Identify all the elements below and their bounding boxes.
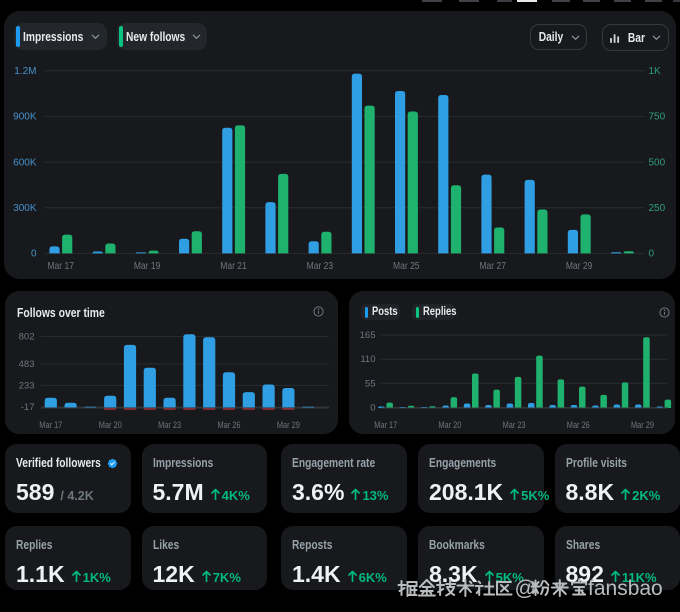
- svg-text:1K: 1K: [649, 66, 662, 77]
- svg-text:500: 500: [649, 157, 666, 168]
- svg-text:Mar 19: Mar 19: [134, 261, 161, 272]
- svg-text:Mar 20: Mar 20: [99, 420, 122, 431]
- svg-text:Mar 23: Mar 23: [503, 420, 526, 431]
- svg-text:Mar 20: Mar 20: [438, 420, 461, 431]
- svg-text:233: 233: [19, 380, 35, 391]
- svg-text:900K: 900K: [13, 112, 37, 123]
- svg-text:0: 0: [649, 249, 655, 260]
- svg-text:250: 250: [649, 203, 666, 214]
- svg-text:55: 55: [365, 378, 376, 389]
- svg-text:Mar 26: Mar 26: [567, 420, 590, 431]
- svg-text:Mar 26: Mar 26: [218, 420, 241, 431]
- svg-text:Mar 17: Mar 17: [374, 420, 397, 431]
- svg-text:110: 110: [360, 354, 375, 365]
- svg-text:-17: -17: [21, 402, 35, 413]
- svg-text:Mar 17: Mar 17: [47, 261, 74, 272]
- svg-text:1.2M: 1.2M: [14, 66, 36, 77]
- svg-text:300K: 300K: [13, 203, 37, 214]
- svg-text:Mar 29: Mar 29: [566, 261, 593, 272]
- svg-text:0: 0: [31, 249, 37, 260]
- svg-text:Mar 17: Mar 17: [39, 420, 62, 431]
- svg-text:Mar 29: Mar 29: [631, 420, 654, 431]
- svg-text:@: @: [515, 577, 536, 600]
- svg-text:Mar 23: Mar 23: [307, 261, 334, 272]
- svg-text:Mar 21: Mar 21: [220, 261, 247, 272]
- svg-text:600K: 600K: [13, 157, 37, 168]
- svg-text:483: 483: [19, 359, 35, 370]
- svg-text:Mar 27: Mar 27: [479, 261, 506, 272]
- svg-text:165: 165: [360, 330, 376, 341]
- svg-text:750: 750: [649, 112, 666, 123]
- svg-text:Mar 29: Mar 29: [277, 420, 300, 431]
- svg-text:Mar 23: Mar 23: [158, 420, 181, 431]
- svg-text:fansbao: fansbao: [588, 577, 663, 600]
- svg-text:Mar 25: Mar 25: [393, 261, 420, 272]
- svg-text:802: 802: [19, 332, 35, 343]
- svg-text:0: 0: [370, 403, 375, 414]
